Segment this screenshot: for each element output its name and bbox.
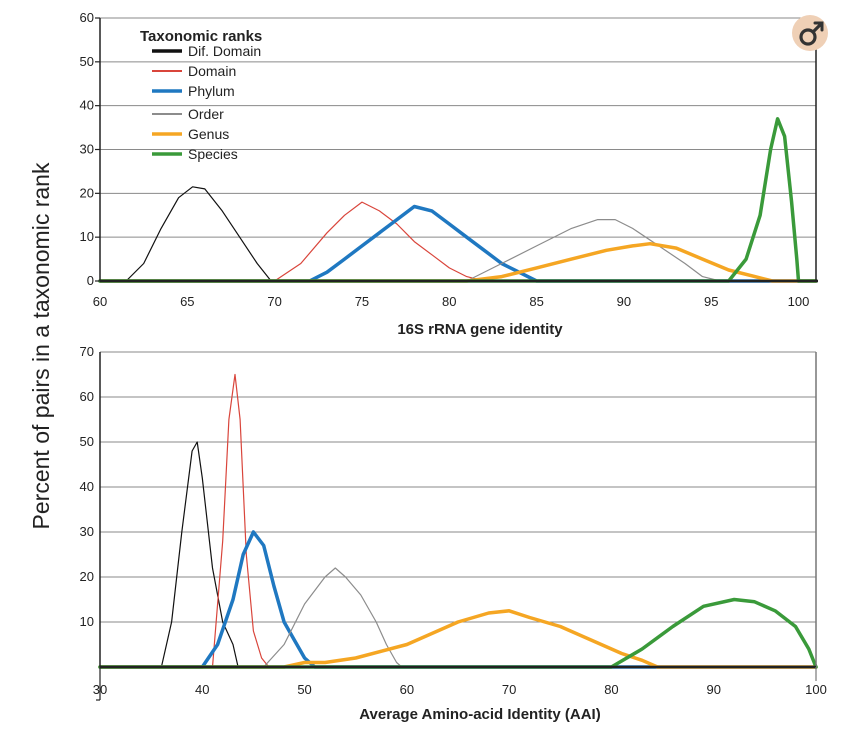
bottom-series-domain	[99, 373, 817, 668]
top-x-tick-65: 65	[180, 294, 194, 309]
top-series-domain	[99, 201, 817, 282]
top-x-tick-90: 90	[617, 294, 631, 309]
y-axis-label: Percent of pairs in a taxonomic rank	[28, 162, 54, 529]
bottom-y-tick-50: 50	[80, 434, 94, 449]
top-series-species	[98, 117, 818, 283]
top-series-genus	[98, 241, 818, 283]
legend-label-dif-domain: Dif. Domain	[188, 43, 261, 59]
bottom-x-tick-60: 60	[400, 682, 414, 697]
bottom-series-species	[98, 597, 818, 669]
top-series-phylum	[98, 204, 818, 283]
top-series-order	[99, 219, 817, 282]
top-x-tick-100: 100	[788, 294, 810, 309]
bottom-y-tick-20: 20	[80, 569, 94, 584]
bottom-y-tick-60: 60	[80, 389, 94, 404]
bottom-x-tick-50: 50	[297, 682, 311, 697]
bottom-x-axis-label: Average Amino-acid Identity (AAI)	[359, 706, 600, 723]
top-y-tick-20: 20	[80, 185, 94, 200]
legend-label-order: Order	[188, 106, 224, 122]
top-x-tick-95: 95	[704, 294, 718, 309]
top-x-axis-label: 16S rRNA gene identity	[397, 321, 563, 338]
bottom-y-tick-10: 10	[80, 614, 94, 629]
top-x-tick-80: 80	[442, 294, 456, 309]
legend-title: Taxonomic ranks	[140, 28, 262, 45]
bottom-x-tick-40: 40	[195, 682, 209, 697]
bottom-x-tick-70: 70	[502, 682, 516, 697]
bottom-x-tick-80: 80	[604, 682, 618, 697]
bottom-y-tick-70: 70	[80, 344, 94, 359]
bottom-x-tick-100: 100	[805, 682, 827, 697]
top-y-tick-40: 40	[80, 98, 94, 113]
bottom-x-tick-90: 90	[706, 682, 720, 697]
top-x-tick-60: 60	[93, 294, 107, 309]
legend-label-genus: Genus	[188, 126, 229, 142]
top-series-dif-domain	[99, 186, 817, 282]
top-y-tick-60: 60	[80, 10, 94, 25]
bottom-series-phylum	[98, 530, 818, 669]
legend: Taxonomic ranks Dif. Domain Domain Phylum O…	[140, 28, 262, 162]
bottom-series-order	[99, 567, 817, 668]
legend-label-phylum: Phylum	[188, 83, 235, 99]
top-x-tick-85: 85	[529, 294, 543, 309]
top-y-tick-30: 30	[80, 142, 94, 157]
legend-label-species: Species	[188, 146, 238, 162]
bottom-series-dif-domain	[99, 441, 817, 668]
top-y-tick-0: 0	[87, 273, 94, 288]
legend-label-domain: Domain	[188, 63, 236, 79]
bottom-y-tick-40: 40	[80, 479, 94, 494]
top-y-tick-50: 50	[80, 54, 94, 69]
top-panel-chart: 0 10 20 30 40 50 60 60 65 70 75 80 85 90 95 100 16S rRNA…	[80, 10, 818, 338]
top-x-tick-75: 75	[355, 294, 369, 309]
gender-symbol-icon	[792, 15, 828, 51]
top-y-tick-10: 10	[80, 229, 94, 244]
top-x-tick-70: 70	[267, 294, 281, 309]
bottom-y-tick-30: 30	[80, 524, 94, 539]
